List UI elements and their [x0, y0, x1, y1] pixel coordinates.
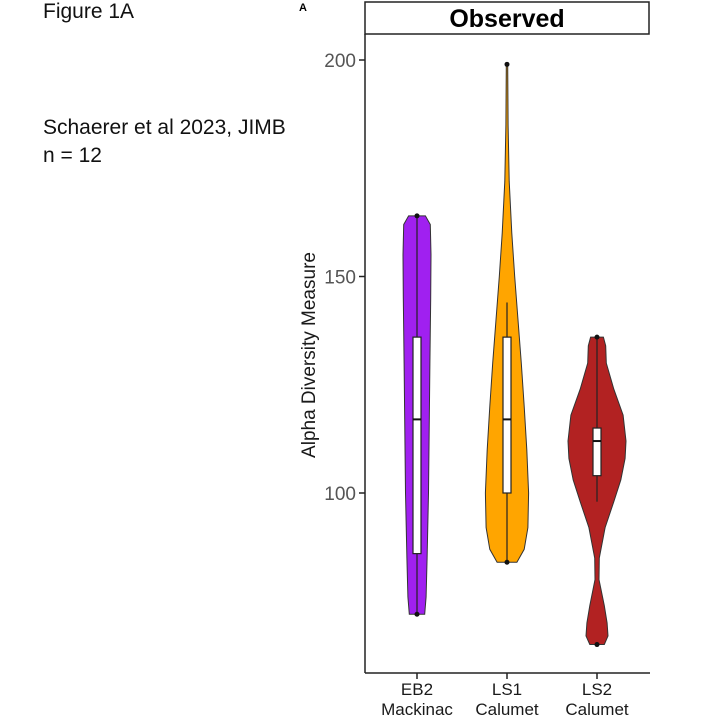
- outlier-point: [414, 213, 420, 219]
- figure-caption: Figure 1A: [43, 0, 135, 23]
- outlier-point: [414, 611, 420, 617]
- x-tick-label-line2: Calumet: [565, 700, 629, 719]
- x-tick-label-line1: EB2: [401, 680, 433, 699]
- citation-caption: Schaerer et al 2023, JIMB: [43, 116, 286, 139]
- chart-title: Observed: [449, 5, 564, 33]
- violin-group: [402, 61, 627, 648]
- y-tick-label: 150: [324, 268, 356, 289]
- x-tick-label-line2: Calumet: [475, 700, 539, 719]
- sample-size-caption: n = 12: [43, 144, 102, 167]
- y-tick-label: 100: [324, 484, 356, 505]
- panel-letter: A: [299, 2, 307, 14]
- box-ls1: [502, 336, 512, 494]
- box-eb2: [412, 336, 422, 555]
- outlier-point: [594, 642, 600, 648]
- y-axis-label: Alpha Diversity Measure: [299, 252, 320, 458]
- facet-strip: [364, 1, 650, 35]
- outlier-point: [504, 559, 510, 565]
- box-ls2: [592, 427, 602, 477]
- outlier-point: [504, 61, 510, 67]
- x-tick-label-line1: LS1: [492, 680, 522, 699]
- y-tick-label: 200: [324, 51, 356, 72]
- x-tick-label-line1: LS2: [582, 680, 612, 699]
- x-tick-label-line2: Mackinac: [381, 700, 453, 719]
- outlier-point: [594, 334, 600, 340]
- y-axis-ticks: 100 150 200: [324, 51, 365, 505]
